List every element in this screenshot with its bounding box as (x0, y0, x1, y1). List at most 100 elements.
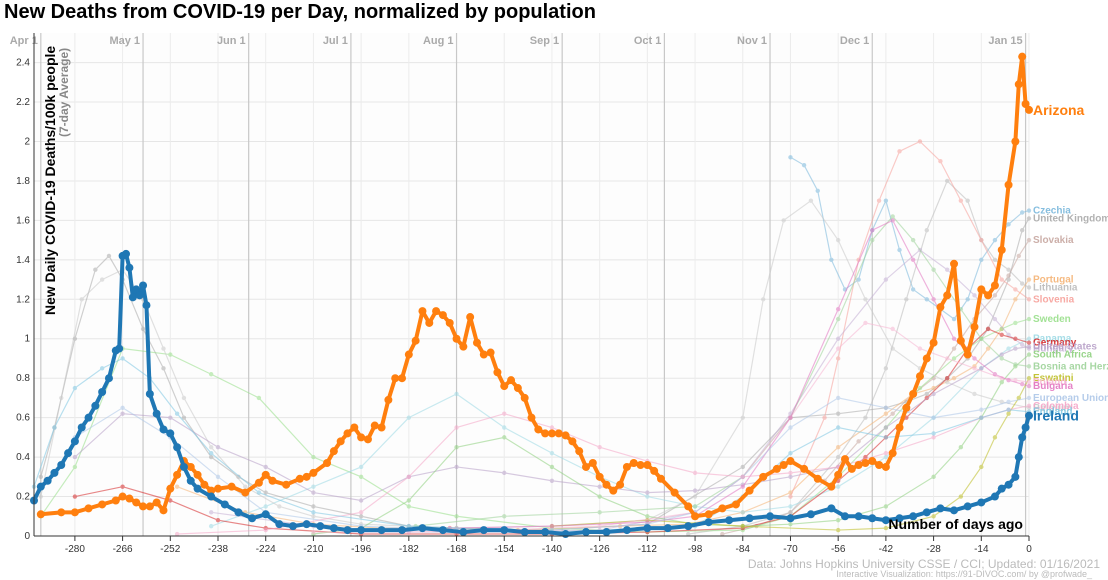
data-point (936, 303, 945, 312)
data-point (686, 531, 691, 537)
data-point (500, 526, 509, 535)
data-point (786, 457, 795, 466)
data-point (350, 423, 359, 432)
data-point (358, 514, 364, 519)
data-point (459, 342, 468, 351)
data-point (50, 468, 59, 477)
data-point (84, 504, 93, 513)
x-tick-label: -42 (879, 544, 894, 555)
data-point (193, 470, 202, 479)
data-point (120, 484, 125, 489)
data-point (104, 374, 113, 383)
data-point (561, 530, 570, 539)
x-tick-label: -154 (494, 544, 514, 555)
data-point (897, 247, 902, 253)
series-line (177, 405, 1030, 535)
data-point (1014, 453, 1023, 462)
data-point (1019, 342, 1025, 347)
data-point (479, 526, 488, 535)
data-point (992, 293, 998, 298)
data-point (1018, 52, 1027, 61)
series-label-panama: Panama (1033, 334, 1072, 345)
data-point (951, 346, 957, 351)
data-point (963, 502, 972, 511)
data-point (945, 267, 950, 272)
data-point (115, 344, 124, 353)
data-point (999, 356, 1004, 361)
data-point (835, 411, 841, 416)
data-point (835, 527, 841, 533)
data-point (377, 423, 386, 432)
data-point (645, 514, 650, 519)
data-point (834, 470, 843, 479)
x-tick-label: -210 (303, 544, 323, 555)
data-point (788, 474, 793, 480)
data-point (931, 297, 936, 302)
data-point (931, 415, 936, 420)
y-tick-label: 1.6 (16, 215, 30, 226)
data-point (870, 228, 875, 233)
data-point (972, 391, 977, 397)
data-point (99, 277, 105, 282)
data-point (979, 464, 984, 470)
series-line (74, 328, 1030, 535)
data-point (282, 480, 291, 489)
data-point (643, 524, 652, 533)
data-point (1025, 411, 1033, 420)
series-slovenia (788, 139, 1032, 499)
data-point (454, 391, 459, 397)
data-point (208, 445, 214, 450)
data-point (856, 277, 861, 282)
data-point (398, 526, 407, 535)
data-point (936, 504, 945, 513)
data-point (761, 297, 766, 302)
data-point (384, 395, 393, 404)
data-point (277, 504, 282, 509)
data-point (93, 267, 98, 272)
data-point (670, 488, 679, 497)
x-tick-label: -112 (638, 544, 658, 555)
series-label-hungary: Hungary (1033, 344, 1074, 355)
data-point (549, 523, 555, 529)
data-point (438, 311, 447, 320)
data-point (883, 435, 889, 440)
data-point (602, 528, 611, 537)
data-point (788, 494, 793, 499)
data-point (168, 498, 173, 503)
series-label-germany: Germany (1033, 338, 1077, 349)
data-point (256, 490, 262, 495)
data-point (1011, 472, 1020, 481)
data-point (800, 464, 809, 473)
data-point (915, 372, 924, 381)
month-marker-label: Sep 1 (530, 35, 559, 47)
x-tick-label: -14 (974, 544, 989, 555)
data-point (731, 500, 740, 509)
data-point (404, 350, 413, 359)
data-point (261, 510, 270, 519)
data-point (840, 455, 849, 464)
data-point (1026, 277, 1032, 282)
data-point (1016, 253, 1021, 259)
data-point (868, 457, 877, 466)
data-point (883, 425, 889, 430)
data-point (1011, 137, 1020, 146)
data-point (684, 522, 693, 531)
data-point (1026, 297, 1032, 302)
data-point (91, 401, 100, 410)
data-point (740, 484, 745, 489)
data-point (950, 259, 959, 268)
data-point (502, 435, 507, 440)
data-point (214, 484, 223, 493)
data-point (72, 454, 78, 460)
data-point (406, 523, 412, 529)
series-label-portugal: Portugal (1033, 275, 1074, 286)
data-point (311, 490, 316, 495)
data-point (840, 512, 849, 521)
data-point (398, 374, 407, 383)
data-point (992, 316, 998, 322)
data-point (684, 502, 693, 511)
data-point (945, 356, 950, 361)
data-point (208, 454, 214, 460)
data-point (1013, 320, 1018, 326)
data-point (883, 405, 889, 410)
